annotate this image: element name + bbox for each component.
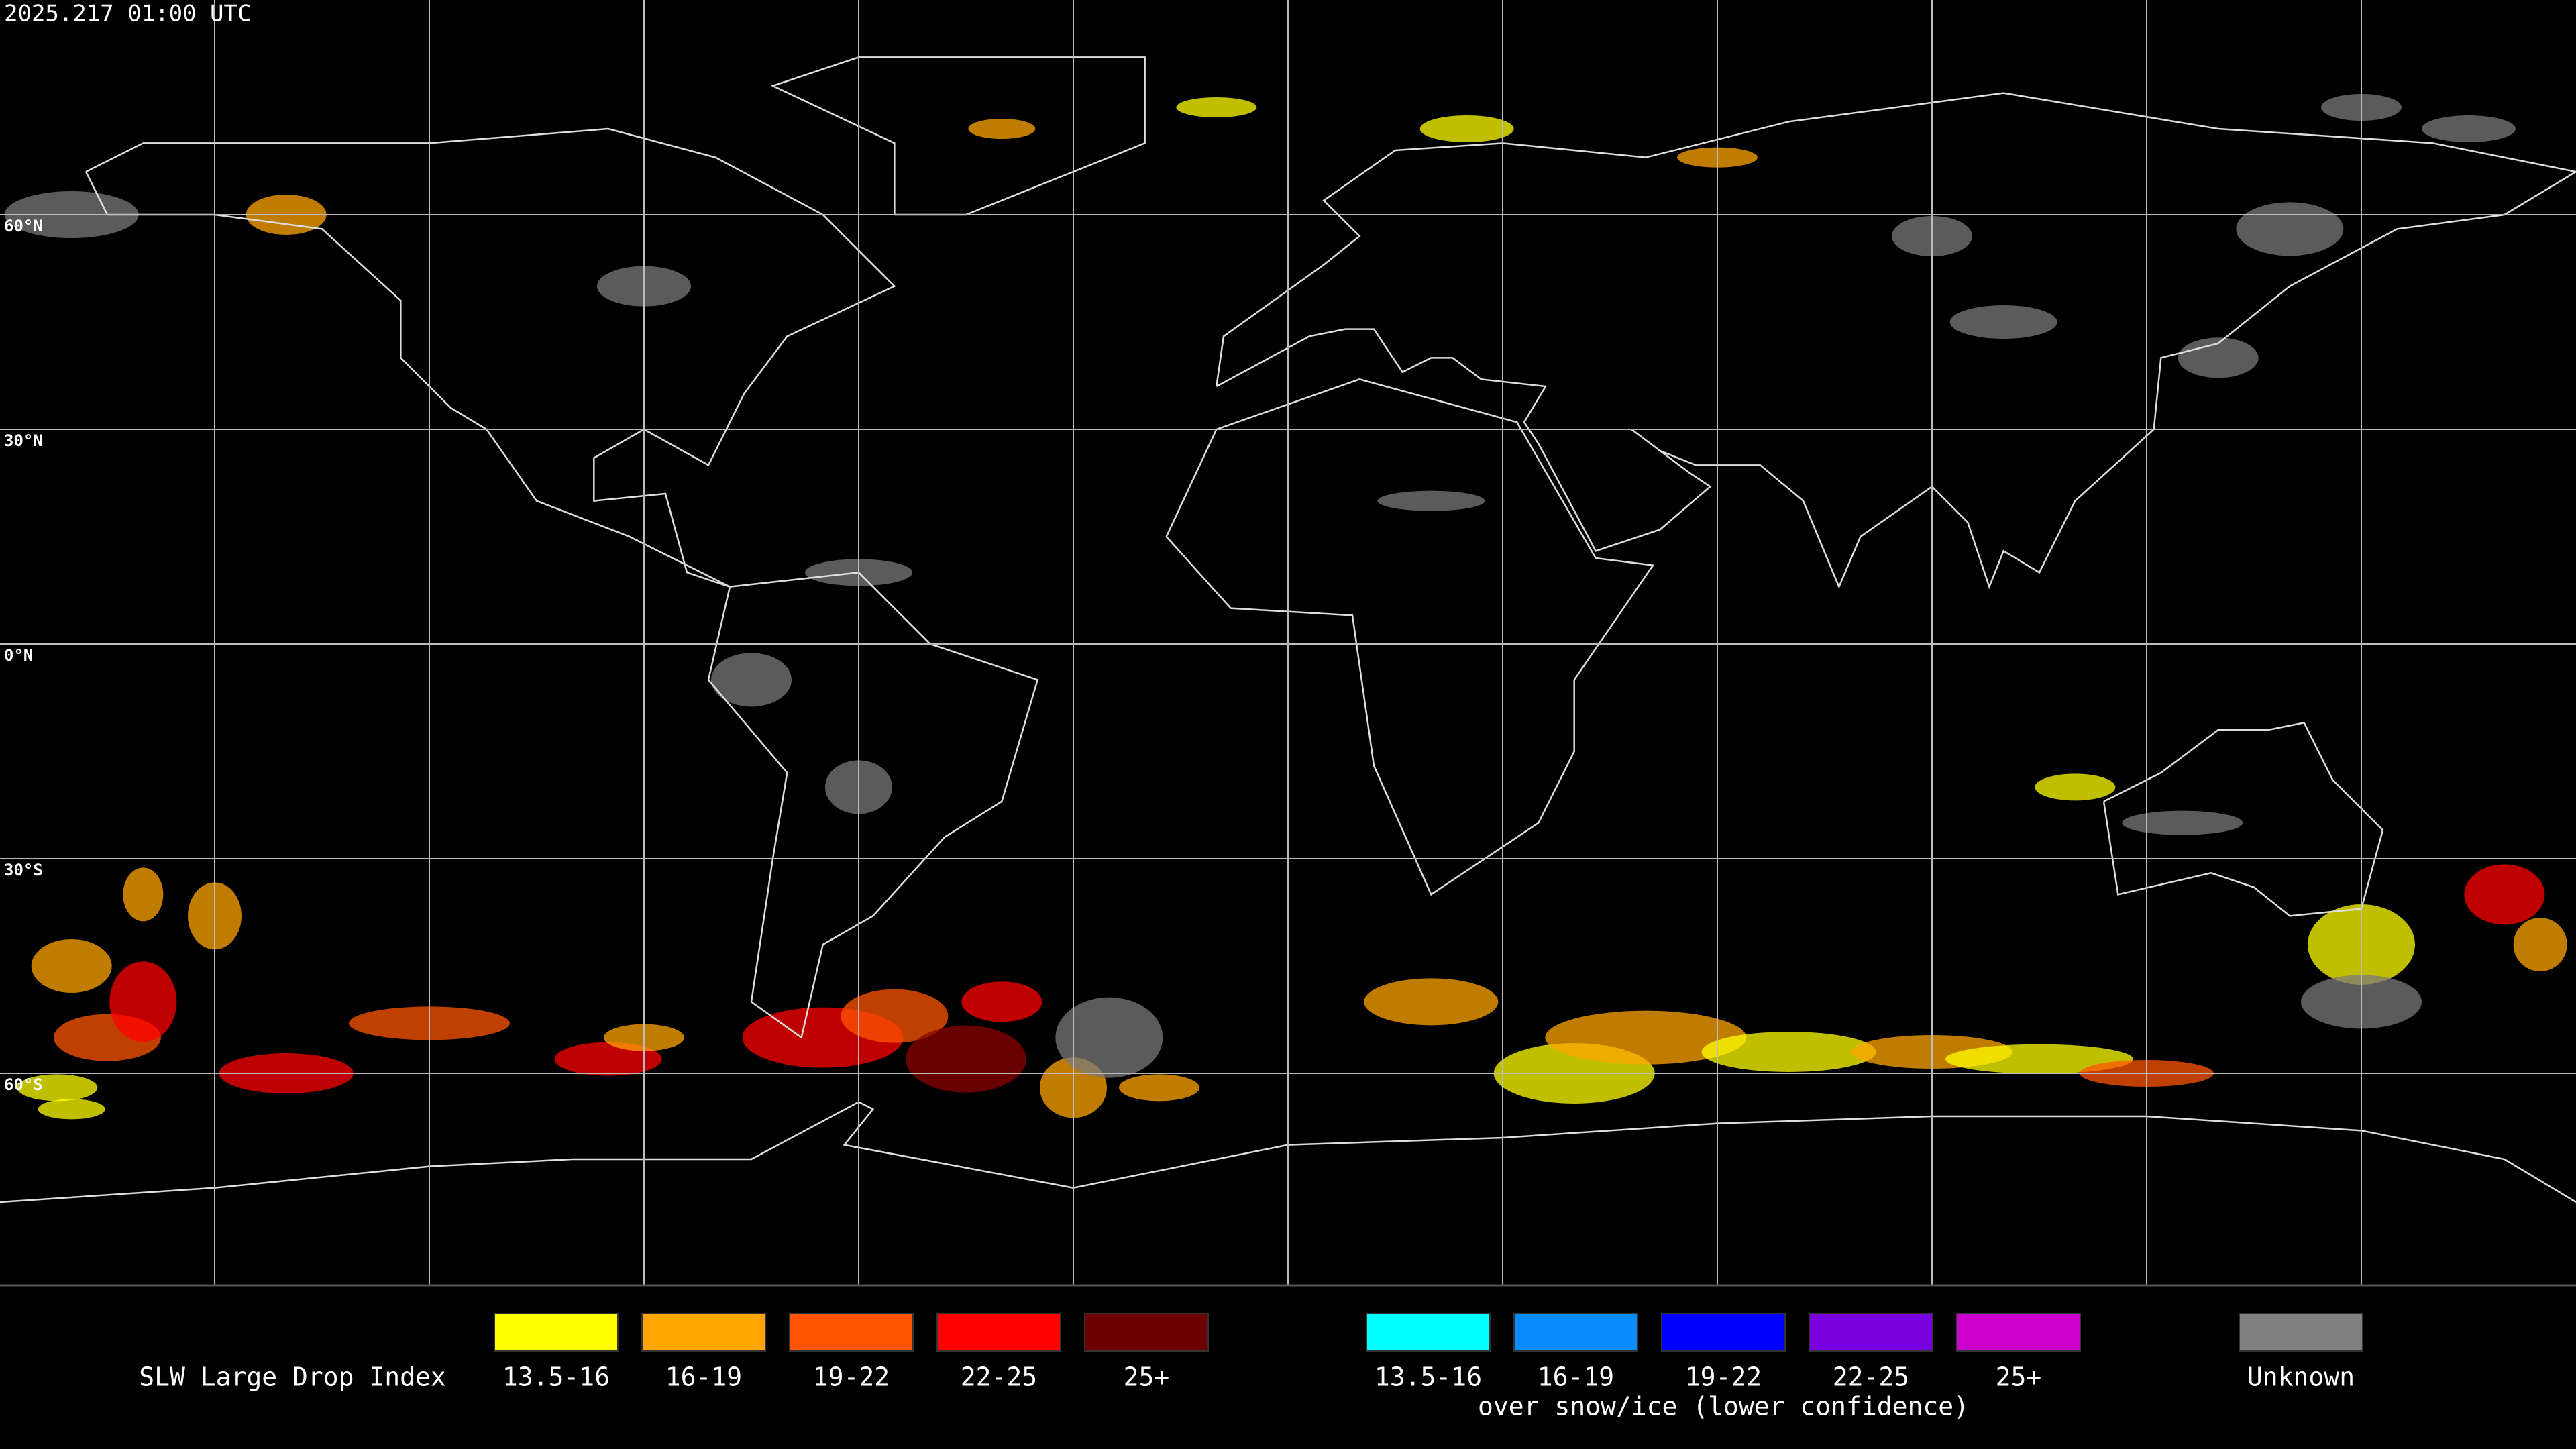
legend-swatch xyxy=(1084,1313,1209,1352)
legend-label: 25+ xyxy=(1996,1362,2042,1392)
cloud-patch xyxy=(968,119,1036,139)
cloud-patch xyxy=(1119,1074,1199,1102)
cloud-patch xyxy=(961,981,1042,1022)
cloud-patch xyxy=(2236,202,2344,256)
legend-swatch xyxy=(2239,1313,2363,1352)
cloud-patch xyxy=(841,989,949,1043)
cloud-patch xyxy=(1364,978,1499,1026)
cloud-patch xyxy=(1545,1010,1747,1065)
cloud-patch xyxy=(31,939,112,993)
coastline xyxy=(707,572,1039,1039)
cloud-patch xyxy=(123,867,164,922)
legend-label: 19-22 xyxy=(813,1362,890,1392)
cloud-patch xyxy=(2422,115,2516,142)
map: 60°N 30°N 0°N 30°S 60°S xyxy=(0,0,2576,1285)
cloud-patch xyxy=(1377,490,1485,511)
legend-title: SLW Large Drop Index xyxy=(139,1362,446,1392)
legend-swatch xyxy=(1809,1313,1933,1352)
legend-swatch xyxy=(641,1313,766,1352)
latitude-label: 60°N xyxy=(4,217,43,235)
cloud-patch xyxy=(1949,305,2057,339)
coastline xyxy=(2102,721,2384,917)
latitude-label: 30°S xyxy=(4,861,43,879)
legend-swatch xyxy=(1366,1313,1491,1352)
cloud-patch xyxy=(2122,810,2243,835)
cloud-patch xyxy=(2464,864,2545,925)
legend-swatch xyxy=(789,1313,914,1352)
legend: 13.5-16 16-19 19-22 22-25 25+ 13.5-16 16-19 19-… xyxy=(494,1313,2363,1392)
cloud-patch xyxy=(1701,1032,1876,1072)
legend-swatch xyxy=(1956,1313,2081,1352)
legend-label: 13.5-16 xyxy=(1375,1362,1482,1392)
cloud-patch xyxy=(1176,97,1257,117)
coastline xyxy=(1165,378,1655,896)
cloud-patch xyxy=(1419,115,1514,142)
timestamp: 2025.217 01:00 UTC xyxy=(4,1,251,28)
legend-swatch xyxy=(936,1313,1061,1352)
latitude-label: 30°N xyxy=(4,431,43,450)
legend-label: 25+ xyxy=(1124,1362,1170,1392)
cloud-patch xyxy=(906,1025,1026,1093)
legend-swatch xyxy=(1513,1313,1638,1352)
cloud-patch xyxy=(109,961,177,1042)
cloud-patch xyxy=(38,1099,105,1120)
legend-caption: over snow/ice (lower confidence) xyxy=(1478,1392,1969,1421)
latitude-label: 0°N xyxy=(4,646,33,665)
legend-label: 22-25 xyxy=(961,1362,1037,1392)
coastline xyxy=(1216,92,2576,590)
cloud-patch xyxy=(711,653,792,707)
latitude-label: 60°S xyxy=(4,1075,43,1094)
cloud-patch xyxy=(17,1074,98,1102)
legend-label: 16-19 xyxy=(1538,1362,1614,1392)
coastline xyxy=(770,56,1146,216)
legend-swatch xyxy=(1661,1313,1786,1352)
cloud-patch xyxy=(2035,773,2116,801)
legend-label: 16-19 xyxy=(665,1362,742,1392)
cloud-patch xyxy=(554,1042,662,1076)
legend-label: 22-25 xyxy=(1833,1362,1909,1392)
legend-label: 19-22 xyxy=(1685,1362,1762,1392)
cloud-patch xyxy=(2513,918,2567,971)
legend-label: 13.5-16 xyxy=(502,1362,610,1392)
cloud-patch xyxy=(1055,997,1163,1078)
legend-swatch xyxy=(494,1313,619,1352)
cloud-patch xyxy=(1945,1044,2133,1074)
legend-label: Unknown xyxy=(2247,1362,2355,1392)
